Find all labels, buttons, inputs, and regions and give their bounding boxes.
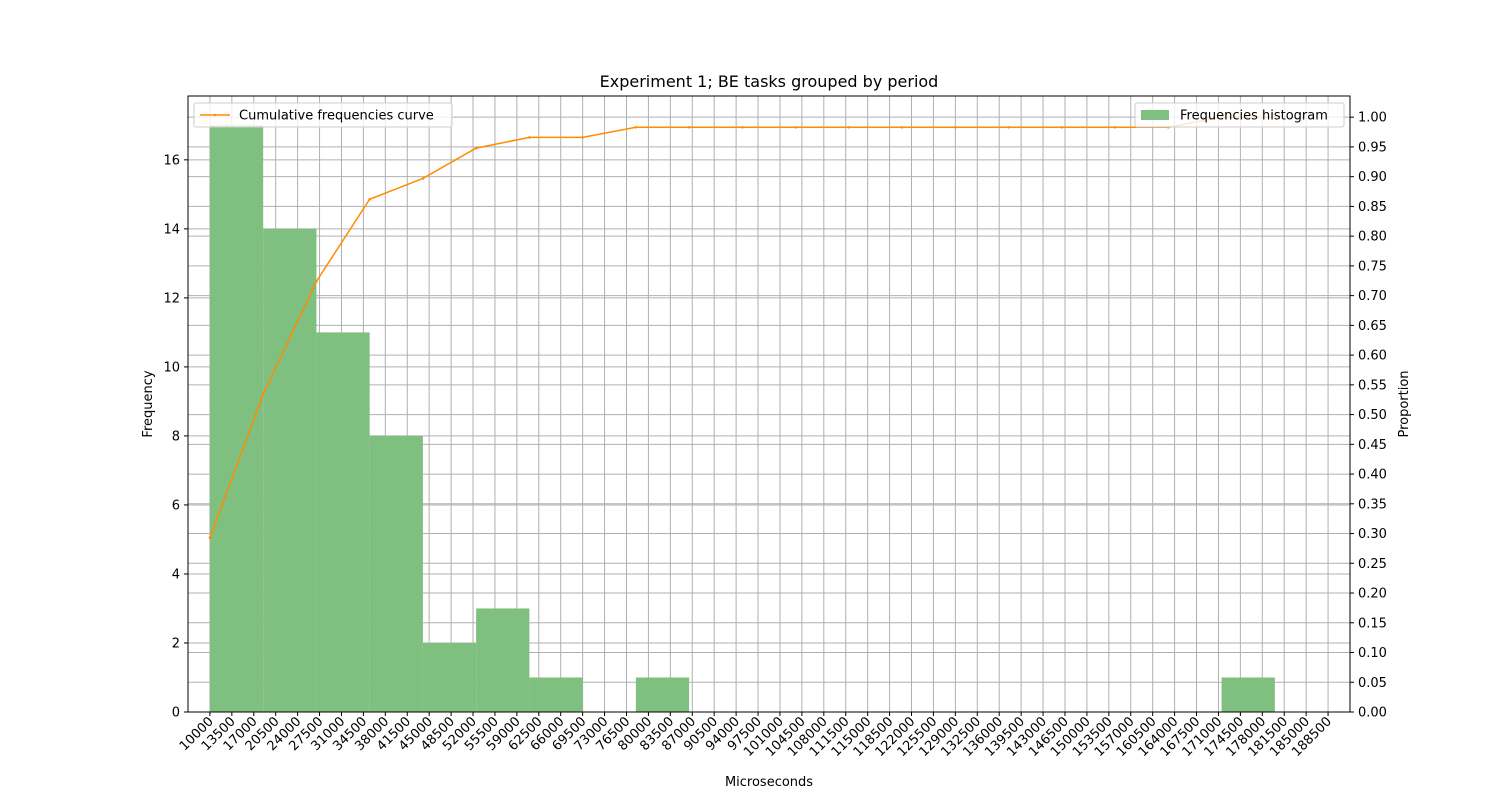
y-tick-label: 8 xyxy=(172,429,180,444)
y-tick-label: 4 xyxy=(172,567,180,582)
plot-frame xyxy=(187,95,1351,713)
y2-tick-label: 0.95 xyxy=(1358,140,1387,155)
cumulative-point xyxy=(847,125,851,129)
y2-tick-label: 0.60 xyxy=(1358,349,1387,364)
y-axis-label: Frequency xyxy=(141,370,156,437)
histogram-bar xyxy=(369,435,423,712)
y2-tick-label: 0.25 xyxy=(1358,557,1387,572)
histogram-bar xyxy=(316,332,370,712)
cumulative-point xyxy=(368,197,371,201)
y2-tick-label: 0.55 xyxy=(1358,378,1387,393)
y2-tick-label: 0.75 xyxy=(1358,259,1387,274)
y2-tick-label: 0.70 xyxy=(1358,289,1387,304)
histogram-bar xyxy=(529,677,583,712)
y2-tick-label: 0.10 xyxy=(1358,646,1387,661)
histogram-bar xyxy=(635,677,690,712)
histogram-bar xyxy=(209,125,264,713)
y-tick-label: 6 xyxy=(172,498,180,513)
y-tick-label: 10 xyxy=(163,360,180,375)
legend-marker xyxy=(213,113,217,117)
cumulative-point xyxy=(954,125,957,129)
histogram-bar xyxy=(476,608,530,712)
cumulative-point xyxy=(900,125,904,129)
y-axis-left: 0 2 4 6 8 10 12 14 16 xyxy=(163,153,188,721)
y-tick-label: 12 xyxy=(163,291,180,306)
y2-tick-label: 0.65 xyxy=(1358,319,1387,334)
y2-tick-label: 0.35 xyxy=(1358,497,1387,512)
legend-bar-swatch xyxy=(1141,110,1169,120)
y-tick-label: 0 xyxy=(172,706,180,721)
cumulative-point xyxy=(261,393,265,396)
y-tick-label: 2 xyxy=(172,636,180,651)
legend-histogram: Frequencies histogram xyxy=(1134,102,1345,128)
cumulative-point xyxy=(687,125,691,129)
y2-tick-label: 0.30 xyxy=(1358,527,1387,542)
cumulative-point xyxy=(634,125,638,129)
histogram-bar xyxy=(422,642,477,712)
y-axis-right: 0.00 0.05 0.10 0.15 0.20 0.25 0.30 0.35 0.40 0.45… xyxy=(1350,111,1387,721)
cumulative-line xyxy=(208,115,1277,540)
cumulative-point xyxy=(794,125,797,129)
y2-tick-label: 0.00 xyxy=(1358,706,1387,721)
y-tick-label: 16 xyxy=(163,153,180,168)
cumulative-point xyxy=(474,146,478,150)
y2-tick-label: 1.00 xyxy=(1358,111,1387,126)
legend-box xyxy=(193,102,453,128)
y2-tick-label: 0.80 xyxy=(1358,230,1387,245)
legend-box xyxy=(1134,102,1345,128)
cumulative-point xyxy=(1007,125,1010,129)
y2-axis-label: Proportion xyxy=(1397,370,1412,437)
legend-cumulative: Cumulative frequencies curve xyxy=(193,102,453,128)
x-axis: 1000013500170002050024000275003100034500… xyxy=(177,712,1335,760)
cumulative-point xyxy=(741,125,744,129)
cumulative-point xyxy=(581,136,584,139)
legend-label-cumulative: Cumulative frequencies curve xyxy=(239,109,434,124)
y2-tick-label: 0.40 xyxy=(1358,468,1387,483)
cumulative-point xyxy=(1060,125,1064,129)
legend-label-histogram: Frequencies histogram xyxy=(1180,109,1328,124)
y2-tick-label: 0.50 xyxy=(1358,408,1387,423)
y-tick-label: 14 xyxy=(163,222,180,237)
cumulative-point xyxy=(315,280,318,283)
cumulative-point xyxy=(528,136,531,139)
y2-tick-label: 0.45 xyxy=(1358,438,1387,453)
cumulative-point xyxy=(421,177,425,180)
x-axis-label: Microseconds xyxy=(725,775,813,790)
histogram-bars xyxy=(209,125,1275,713)
y2-tick-label: 0.15 xyxy=(1358,616,1387,631)
y2-tick-label: 0.85 xyxy=(1358,200,1387,215)
y2-tick-label: 0.90 xyxy=(1358,170,1387,185)
y2-tick-label: 0.20 xyxy=(1358,587,1387,602)
histogram-bar xyxy=(263,228,317,713)
y2-tick-label: 0.05 xyxy=(1358,676,1387,691)
cumulative-point xyxy=(208,536,212,540)
cumulative-point xyxy=(1113,125,1117,129)
histogram-bar xyxy=(1221,677,1275,712)
chart-title: Experiment 1; BE tasks grouped by period xyxy=(600,72,939,91)
